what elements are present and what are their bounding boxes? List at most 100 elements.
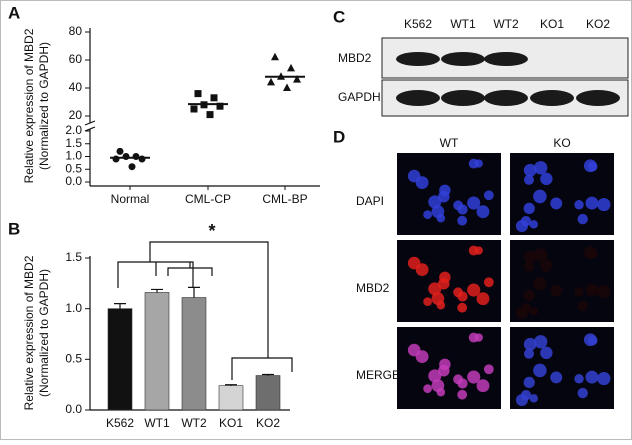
- nucleus: [540, 172, 553, 186]
- nucleus: [428, 195, 442, 209]
- nucleus: [529, 220, 538, 229]
- nucleus: [534, 161, 548, 175]
- y-tick-label: 60: [69, 52, 83, 66]
- nucleus: [597, 371, 611, 386]
- nucleus: [583, 159, 597, 173]
- axis-break: [84, 120, 96, 126]
- row-label: DAPI: [356, 194, 384, 208]
- bar: [144, 292, 170, 411]
- nucleus: [431, 292, 445, 305]
- error-bar: [225, 384, 237, 386]
- x-tick-label: WT1: [144, 416, 170, 430]
- nucleus: [476, 379, 490, 393]
- x-tick-label: Normal: [111, 192, 150, 206]
- nucleus: [457, 302, 468, 313]
- x-tick-label: KO2: [256, 416, 280, 430]
- nucleus: [467, 283, 481, 297]
- nucleus: [515, 393, 528, 407]
- nucleus: [574, 287, 584, 297]
- row-label: GAPDH: [338, 90, 381, 104]
- row-label: MBD2: [338, 51, 372, 65]
- nucleus: [453, 374, 464, 385]
- y-axis-label: Relative expression of MBD2: [22, 28, 36, 183]
- nucleus: [550, 197, 563, 210]
- row-label: MBD2: [356, 281, 390, 295]
- nucleus: [583, 246, 597, 260]
- y-tick-label: 0.5: [65, 352, 82, 366]
- y-tick-label: 0.0: [65, 402, 82, 416]
- bar: [255, 375, 281, 411]
- nucleus: [534, 248, 548, 262]
- nucleus: [523, 376, 535, 389]
- nucleus: [453, 287, 464, 298]
- nucleus: [474, 333, 483, 342]
- nucleus: [540, 346, 553, 360]
- nucleus: [438, 277, 450, 290]
- y-tick-label: 1.0: [65, 149, 82, 163]
- nucleus: [474, 159, 483, 168]
- lane-label: K562: [404, 17, 432, 31]
- nucleus: [431, 379, 445, 392]
- nucleus: [533, 189, 547, 204]
- nucleus: [483, 277, 494, 288]
- significance-star: *: [208, 221, 215, 241]
- nucleus: [540, 259, 553, 273]
- nucleus: [585, 370, 599, 384]
- band: [441, 90, 485, 106]
- nucleus: [476, 205, 490, 219]
- column-label: WT: [440, 136, 459, 150]
- data-point: [267, 77, 275, 86]
- nucleus: [523, 337, 537, 351]
- nucleus: [438, 190, 450, 203]
- data-point: [112, 155, 120, 163]
- nucleus: [431, 205, 445, 218]
- nucleus: [550, 371, 563, 384]
- data-point: [216, 102, 224, 110]
- error-bar: [262, 373, 274, 376]
- data-point: [210, 94, 218, 102]
- y-tick-label: 2.0: [65, 123, 82, 137]
- x-tick-label: CML-BP: [262, 192, 307, 206]
- nucleus: [550, 284, 563, 297]
- nucleus: [438, 364, 450, 377]
- x-tick-label: WT2: [181, 416, 207, 430]
- nucleus: [423, 297, 432, 306]
- y-tick-label: 1.5: [65, 250, 82, 264]
- bar: [181, 297, 207, 411]
- nucleus: [483, 364, 494, 375]
- data-point: [122, 153, 130, 160]
- data-point: [283, 83, 291, 91]
- nucleus: [574, 374, 584, 384]
- nucleus: [533, 276, 547, 291]
- nucleus: [523, 261, 534, 272]
- y-tick-label: 20: [69, 108, 83, 122]
- axis-break: [84, 126, 96, 132]
- data-point: [138, 155, 146, 163]
- band: [576, 90, 620, 106]
- x-tick-label: K562: [106, 416, 134, 430]
- panel-letter: B: [8, 219, 20, 238]
- microscopy-grid: WT KO DAPI MBD2 MERGE: [356, 136, 614, 409]
- nucleus: [523, 348, 534, 359]
- nucleus: [523, 289, 535, 302]
- y-tick-label: 1.0: [65, 301, 82, 315]
- nucleus: [483, 190, 494, 201]
- column-label: KO: [553, 136, 570, 150]
- data-point: [132, 153, 140, 160]
- nucleus: [467, 370, 481, 384]
- nucleus: [534, 335, 548, 349]
- western-blot: K562 WT1 WT2 KO1 KO2 MBD2 GAPDH: [338, 17, 629, 117]
- data-point: [116, 147, 124, 155]
- lane-label: WT2: [493, 17, 519, 31]
- x-tick-label: CML-CP: [185, 192, 231, 206]
- lane-label: WT1: [450, 17, 476, 31]
- nucleus: [428, 369, 442, 383]
- nucleus: [423, 384, 432, 393]
- bar: [218, 385, 244, 411]
- nucleus: [574, 200, 584, 210]
- nucleus: [523, 163, 537, 177]
- row-label: MERGE: [356, 368, 400, 382]
- bar: [107, 308, 133, 411]
- nucleus: [453, 200, 464, 211]
- error-bar: [114, 303, 126, 309]
